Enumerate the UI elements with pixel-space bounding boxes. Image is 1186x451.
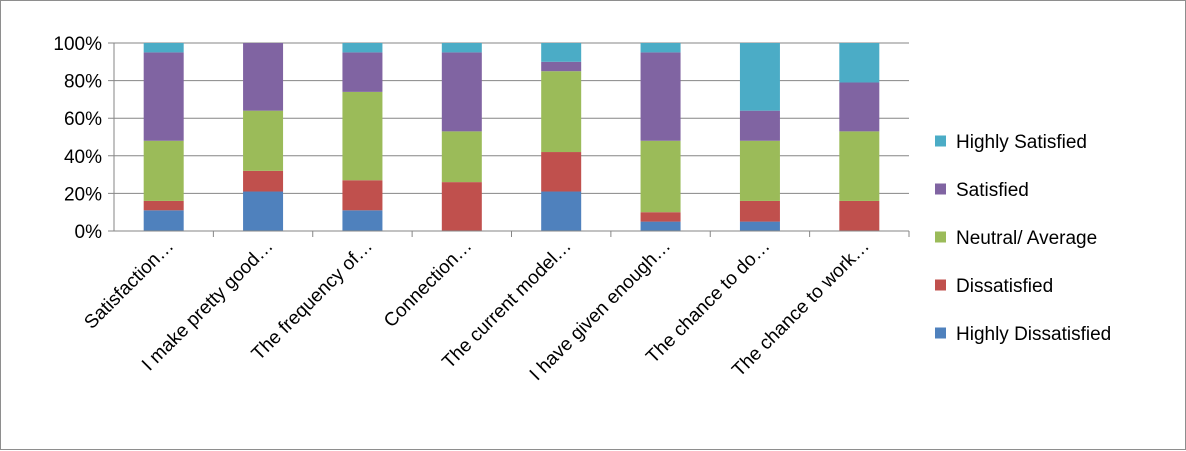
y-tick-label-2: 40%: [64, 147, 102, 168]
bar-segment-6-4: [739, 43, 780, 111]
legend-swatch-1: [935, 183, 946, 195]
legend-label-2: Neutral/ Average: [956, 228, 1097, 249]
bar-segment-6-3: [739, 110, 780, 141]
y-tick-label-3: 60%: [64, 109, 102, 130]
legend-label-4: Highly Dissatisfied: [956, 324, 1111, 345]
bar-segment-7-3: [839, 82, 880, 132]
bar-segment-7-4: [839, 43, 880, 83]
bar-segment-4-1: [541, 152, 582, 192]
y-tick-label-5: 100%: [53, 34, 102, 55]
bar-segment-2-1: [342, 180, 383, 211]
bar-segment-2-4: [342, 43, 383, 53]
legend-label-0: Highly Satisfied: [956, 132, 1087, 153]
bar-segment-6-2: [739, 140, 780, 201]
bar-segment-4-4: [541, 43, 582, 62]
bar-segment-3-2: [441, 131, 482, 183]
bar-segment-5-1: [640, 212, 681, 222]
y-tick-label-4: 80%: [64, 72, 102, 93]
x-tick-label-0: Satisfaction…: [80, 236, 178, 334]
legend-label-1: Satisfied: [956, 180, 1029, 201]
bar-segment-0-1: [143, 200, 184, 211]
bar-segment-3-1: [441, 182, 482, 231]
bar-segment-4-0: [541, 191, 582, 231]
legend-label-3: Dissatisfied: [956, 276, 1053, 297]
bar-segment-5-3: [640, 52, 681, 141]
bar-segment-0-0: [143, 210, 184, 231]
bar-segment-7-2: [839, 131, 880, 201]
x-tick-label-3: Connection…: [380, 236, 476, 332]
y-tick-label-1: 20%: [64, 184, 102, 205]
bar-segment-1-1: [243, 170, 284, 192]
bar-segment-2-3: [342, 52, 383, 92]
bar-segment-1-2: [243, 110, 284, 171]
legend-swatch-3: [935, 279, 946, 291]
bar-segment-2-0: [342, 210, 383, 231]
bar-segment-4-2: [541, 71, 582, 153]
bar-segment-6-0: [739, 221, 780, 231]
legend-swatch-0: [935, 135, 946, 147]
legend-swatch-4: [935, 327, 946, 339]
bar-segment-4-3: [541, 61, 582, 72]
bar-segment-0-4: [143, 43, 184, 53]
bar-segment-1-3: [243, 43, 284, 111]
bar-segment-3-3: [441, 52, 482, 132]
y-tick-label-0: 0%: [75, 222, 103, 243]
legend-swatch-2: [935, 231, 946, 243]
bar-segment-7-1: [839, 200, 880, 231]
bar-segment-1-0: [243, 191, 284, 231]
bar-segment-3-4: [441, 43, 482, 53]
bar-segment-5-0: [640, 221, 681, 231]
bar-segment-5-2: [640, 140, 681, 213]
bar-segment-6-1: [739, 200, 780, 222]
bar-segment-0-2: [143, 140, 184, 201]
bar-segment-5-4: [640, 43, 681, 53]
bar-segment-0-3: [143, 52, 184, 141]
bar-segment-2-2: [342, 91, 383, 181]
